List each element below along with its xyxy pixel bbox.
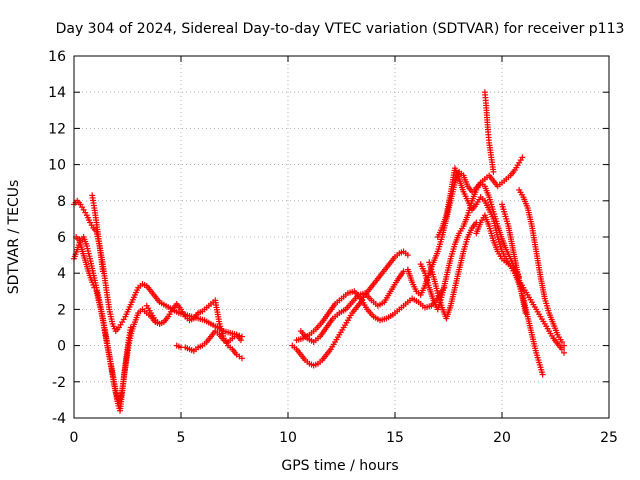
y-tick-label: 6: [57, 230, 66, 246]
x-tick-label: 0: [70, 430, 79, 446]
data-points: [71, 89, 568, 414]
data-point: [238, 355, 245, 362]
data-point: [127, 324, 134, 331]
chart-title: Day 304 of 2024, Sidereal Day-to-day VTE…: [56, 21, 625, 37]
data-point: [539, 371, 546, 378]
plot-frame: [73, 55, 610, 419]
data-point: [522, 310, 529, 317]
data-point: [237, 337, 244, 344]
y-tick-label: -2: [52, 375, 66, 391]
y-axis-label: SDTVAR / TECUs: [6, 180, 22, 295]
x-tick-label: 15: [386, 430, 404, 446]
data-point: [558, 346, 565, 353]
data-point: [90, 281, 97, 288]
data-point: [404, 252, 411, 259]
y-tick-label: 4: [57, 266, 66, 282]
y-tick-label: -4: [52, 411, 66, 427]
y-tick-label: 16: [48, 49, 66, 65]
data-point: [99, 268, 106, 275]
y-tick-label: 14: [48, 85, 66, 101]
x-tick-label: 20: [493, 430, 511, 446]
x-tick-label: 25: [600, 430, 618, 446]
x-tick-label: 10: [279, 430, 297, 446]
data-point: [558, 338, 565, 345]
y-tick-label: 2: [57, 302, 66, 318]
data-point: [89, 279, 96, 286]
y-tick-labels: -4 -2 0 2 4 6 8 10 12 14 16: [48, 49, 66, 427]
data-point: [519, 154, 526, 161]
x-tick-label: 5: [177, 430, 186, 446]
y-tick-label: 12: [48, 121, 66, 137]
y-tick-label: 8: [57, 194, 66, 210]
data-point: [561, 342, 568, 349]
data-point: [91, 284, 98, 291]
data-point: [561, 349, 568, 356]
grid-lines: [74, 56, 609, 418]
x-tick-labels: 0 5 10 15 20 25: [70, 430, 618, 446]
data-point: [490, 168, 497, 175]
y-tick-label: 0: [57, 339, 66, 355]
x-axis-label: GPS time / hours: [281, 458, 398, 474]
y-tick-label: 10: [48, 158, 66, 174]
